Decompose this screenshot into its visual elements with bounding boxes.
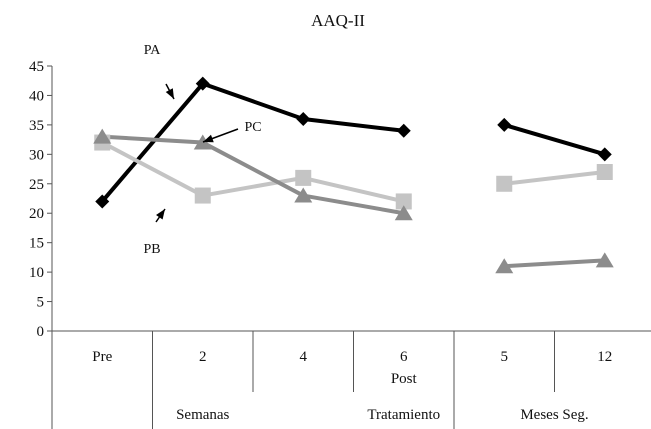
- series-line-PA: [100, 81, 404, 203]
- data-point-PA: [396, 123, 411, 138]
- x-tick-sublabel: Post: [391, 371, 418, 387]
- chart-title: AAQ-II: [311, 11, 365, 30]
- data-point-PB: [295, 169, 312, 186]
- data-point-PB: [496, 175, 513, 192]
- series-annotations: PA PB PC: [143, 43, 261, 257]
- series-markers: [93, 76, 614, 274]
- x-group-label: Meses Seg.: [520, 407, 588, 423]
- series-line-PC: [102, 134, 405, 216]
- x-tick-label: 4: [300, 349, 308, 365]
- y-tick-label: 15: [29, 236, 44, 252]
- data-point-PA: [195, 76, 210, 91]
- y-tick-label: 30: [29, 147, 44, 163]
- data-point-PA: [597, 147, 612, 162]
- series-line-PB: [504, 170, 605, 186]
- data-point-PB: [596, 164, 613, 180]
- x-group-label: Semanas: [176, 407, 229, 423]
- data-point-PB: [395, 193, 412, 210]
- data-point-PC: [394, 205, 413, 221]
- series-line-PA: [503, 122, 606, 157]
- x-tick-label: 5: [501, 349, 509, 365]
- annotation-arrow-head: [203, 134, 214, 143]
- series-line-PC: [504, 258, 605, 269]
- y-tick-label: 20: [29, 206, 44, 222]
- series-lines: [100, 81, 606, 269]
- data-point-PA: [296, 112, 311, 126]
- data-point-PC: [495, 258, 514, 274]
- annotation-arrow-head: [165, 88, 174, 99]
- y-tick-label: 25: [29, 177, 44, 193]
- data-point-PC: [294, 187, 313, 203]
- data-point-PC: [193, 134, 212, 150]
- y-tick-label: 10: [29, 265, 44, 281]
- annotation-arrow-head: [156, 209, 165, 220]
- y-tick-label: 0: [37, 324, 45, 340]
- data-point-PB: [194, 187, 211, 204]
- data-point-PA: [497, 117, 512, 132]
- series-label-PA: PA: [144, 43, 162, 58]
- x-group-label: Tratamiento: [367, 407, 440, 423]
- series-line-PB: [101, 140, 405, 204]
- data-point-PC: [93, 128, 112, 144]
- x-tick-label: 2: [199, 349, 207, 365]
- data-point-PA: [95, 194, 110, 209]
- y-tick-label: 45: [29, 59, 44, 75]
- series-label-PC: PC: [244, 120, 261, 135]
- y-tick-label: 5: [37, 295, 45, 311]
- axes: 0 5 10 15 20 25 30 35 40 45 Pre 2 4 6 Post 5 12 Semanas Tr…: [29, 59, 651, 429]
- x-tick-label: 12: [597, 349, 612, 365]
- x-tick-label: Pre: [92, 349, 112, 365]
- series-label-PB: PB: [143, 242, 160, 257]
- x-tick-label: 6: [400, 349, 408, 365]
- y-tick-label: 40: [29, 88, 44, 104]
- y-tick-label: 35: [29, 118, 44, 134]
- data-point-PC: [595, 252, 614, 268]
